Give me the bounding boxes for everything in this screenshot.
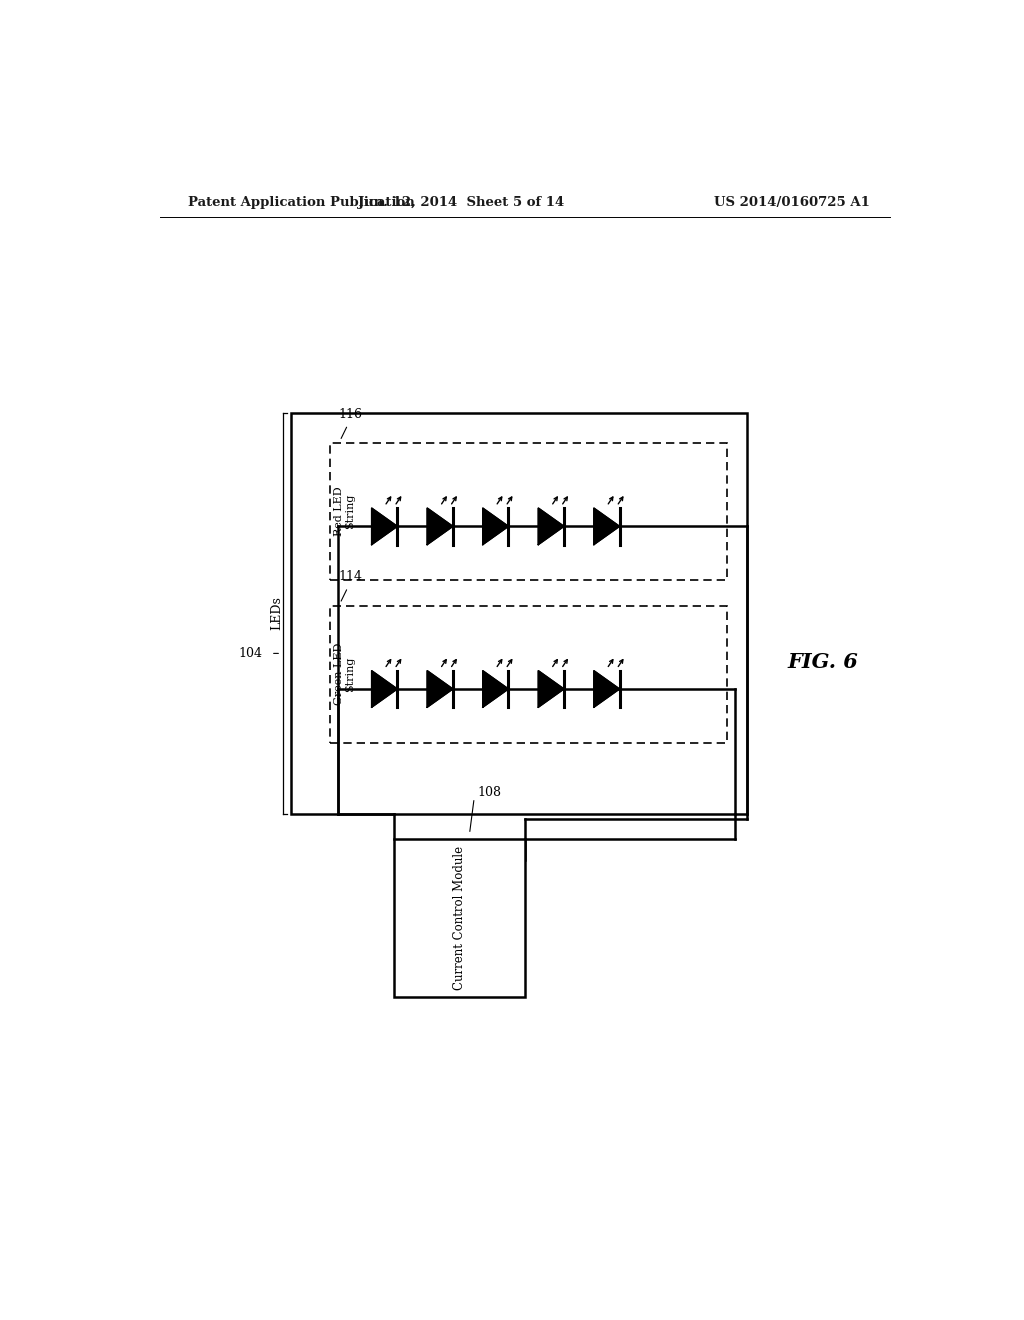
Text: 114: 114 bbox=[338, 570, 362, 583]
Text: US 2014/0160725 A1: US 2014/0160725 A1 bbox=[714, 195, 870, 209]
Polygon shape bbox=[539, 671, 564, 708]
Text: Current Control Module: Current Control Module bbox=[453, 846, 466, 990]
Polygon shape bbox=[482, 508, 509, 545]
Bar bbox=[291, 413, 748, 814]
Text: 108: 108 bbox=[478, 785, 502, 799]
Bar bbox=[331, 606, 727, 743]
Text: LEDs: LEDs bbox=[270, 597, 284, 630]
Polygon shape bbox=[427, 508, 453, 545]
Polygon shape bbox=[427, 671, 453, 708]
Bar bbox=[331, 444, 727, 581]
Text: Red LED
String: Red LED String bbox=[334, 487, 355, 536]
Bar bbox=[394, 840, 525, 997]
Polygon shape bbox=[482, 671, 509, 708]
Text: 116: 116 bbox=[338, 408, 362, 421]
Text: Green LED
String: Green LED String bbox=[334, 643, 355, 705]
Text: Patent Application Publication: Patent Application Publication bbox=[187, 195, 415, 209]
Polygon shape bbox=[372, 671, 397, 708]
Polygon shape bbox=[594, 671, 620, 708]
Text: FIG. 6: FIG. 6 bbox=[787, 652, 858, 672]
Text: 104: 104 bbox=[239, 647, 263, 660]
Polygon shape bbox=[539, 508, 564, 545]
Polygon shape bbox=[372, 508, 397, 545]
Polygon shape bbox=[594, 508, 620, 545]
Text: Jun. 12, 2014  Sheet 5 of 14: Jun. 12, 2014 Sheet 5 of 14 bbox=[358, 195, 564, 209]
